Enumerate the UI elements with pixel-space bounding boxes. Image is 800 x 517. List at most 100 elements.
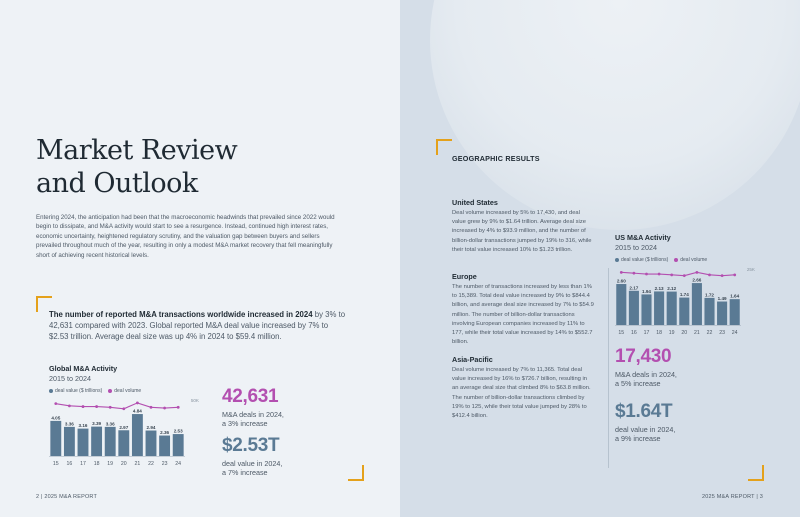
corner-accent-bottom-right bbox=[348, 465, 364, 481]
chart-bar bbox=[691, 283, 702, 325]
x-tick-label: 20 bbox=[121, 461, 127, 467]
chart-bar bbox=[616, 284, 627, 325]
chart-bar bbox=[729, 299, 740, 325]
bar-value-label: 3.39 bbox=[92, 421, 101, 426]
us-stat-deals-value: 17,430 bbox=[615, 346, 672, 367]
title-line-2: and Outlook bbox=[36, 168, 198, 199]
legend-dot-value bbox=[49, 388, 53, 393]
region-name: Europe bbox=[452, 272, 477, 281]
x-tick-label: 20 bbox=[681, 330, 687, 336]
bar-value-label: 2.97 bbox=[119, 425, 128, 430]
volume-point bbox=[122, 407, 126, 411]
us-stat-deals: 17,430 M&A deals in 2024, a 5% increase bbox=[615, 346, 677, 388]
legend-label-value: deal value ($ trillions) bbox=[55, 388, 103, 394]
x-tick-label: 23 bbox=[719, 330, 725, 336]
region-name: Asia-Pacific bbox=[452, 355, 493, 364]
chart-legend: deal value ($ trillions) deal volume bbox=[49, 388, 199, 394]
chart-bar bbox=[91, 426, 103, 456]
chart-bar bbox=[704, 297, 715, 325]
volume-point bbox=[68, 404, 71, 408]
stat-value-label: deal value in 2024, a 7% increase bbox=[222, 459, 283, 477]
left-page: Market Review and Outlook Entering 2024,… bbox=[0, 0, 400, 517]
region-united-states: United States Deal volume increased by 5… bbox=[452, 198, 594, 255]
x-tick-label: 22 bbox=[707, 330, 713, 336]
region-name: United States bbox=[452, 198, 498, 207]
chart-bar bbox=[172, 434, 184, 456]
region-europe: Europe The number of transactions increa… bbox=[452, 272, 594, 347]
highlight-bold: The number of reported M&A transactions … bbox=[49, 310, 313, 319]
footer-right: 2025 M&A REPORT | 3 bbox=[702, 494, 763, 500]
volume-point bbox=[670, 273, 674, 277]
chart-bar bbox=[118, 430, 130, 456]
stat-value: $2.53T deal value in 2024, a 7% increase bbox=[222, 435, 282, 477]
bar-value-label: 2.94 bbox=[147, 425, 156, 430]
us-chart-svg: 2.60 15 2.17 16 1.94 17 2.13 18 2.12 19 1.74 20 2.66… bbox=[615, 267, 756, 336]
volume-line bbox=[621, 271, 735, 277]
volume-point bbox=[632, 271, 636, 275]
chart-bar bbox=[63, 426, 75, 456]
x-tick-label: 19 bbox=[107, 461, 113, 467]
right-axis-label: 50K bbox=[191, 398, 199, 403]
bar-value-label: 2.66 bbox=[692, 278, 701, 283]
bar-value-label: 2.36 bbox=[160, 430, 169, 435]
chart-bar bbox=[145, 430, 157, 456]
x-tick-label: 16 bbox=[67, 461, 73, 467]
x-tick-label: 21 bbox=[135, 461, 141, 467]
chart-subtitle: 2015 to 2024 bbox=[615, 243, 657, 252]
bar-value-label: 2.60 bbox=[617, 279, 626, 284]
global-chart-svg: 4.05 15 3.36 16 3.16 17 3.39 18 3.36 19 2.97 20 4.84… bbox=[49, 398, 200, 467]
chart-bar bbox=[77, 428, 89, 456]
chart-title: Global M&A Activity bbox=[49, 364, 118, 373]
volume-line bbox=[55, 402, 179, 410]
chart-bar bbox=[654, 291, 665, 325]
x-tick-label: 16 bbox=[631, 330, 637, 336]
chart-subtitle: 2015 to 2024 bbox=[49, 374, 91, 383]
bar-value-label: 1.74 bbox=[680, 292, 689, 297]
stat-deals-value: 42,631 bbox=[222, 386, 279, 407]
bar-value-label: 4.05 bbox=[51, 415, 60, 420]
volume-point bbox=[645, 272, 648, 276]
page-title: Market Review and Outlook bbox=[36, 134, 238, 200]
volume-point bbox=[695, 270, 699, 274]
bar-value-label: 4.84 bbox=[133, 409, 142, 414]
title-line-1: Market Review bbox=[36, 135, 238, 166]
volume-point bbox=[619, 270, 623, 274]
chart-legend: deal value ($ trillions) deal volume bbox=[615, 257, 755, 263]
us-stat-value: $1.64T deal value in 2024, a 9% increase bbox=[615, 401, 675, 443]
bar-value-label: 3.36 bbox=[65, 421, 74, 426]
x-tick-label: 15 bbox=[618, 330, 624, 336]
bar-value-label: 1.64 bbox=[730, 294, 739, 299]
chart-bar bbox=[104, 426, 116, 456]
chart-title: US M&A Activity bbox=[615, 233, 671, 242]
legend-label-volume: deal volume bbox=[114, 388, 142, 394]
global-chart: Global M&A Activity 2015 to 2024 deal va… bbox=[49, 364, 200, 475]
region-text: Deal volume increased by 5% to 17,430, a… bbox=[452, 210, 592, 253]
bar-value-label: 1.72 bbox=[705, 292, 714, 297]
legend-label-value: deal value ($ trillions) bbox=[621, 257, 669, 263]
x-tick-label: 23 bbox=[162, 461, 168, 467]
volume-point bbox=[708, 273, 711, 277]
highlight-paragraph: The number of reported M&A transactions … bbox=[49, 309, 349, 342]
geographic-heading: GEOGRAPHIC RESULTS bbox=[452, 154, 540, 163]
bar-value-label: 2.53 bbox=[174, 429, 183, 434]
x-tick-label: 24 bbox=[732, 330, 738, 336]
us-stat-deals-label: M&A deals in 2024, a 5% increase bbox=[615, 370, 677, 388]
legend-item-value: deal value ($ trillions) bbox=[615, 257, 668, 263]
bar-value-label: 2.13 bbox=[655, 286, 664, 291]
legend-item-value: deal value ($ trillions) bbox=[49, 388, 102, 394]
volume-point bbox=[733, 273, 737, 277]
globe-illustration bbox=[430, 0, 800, 230]
volume-point bbox=[149, 405, 153, 409]
stat-deals: 42,631 M&A deals in 2024, a 3% increase bbox=[222, 386, 284, 428]
bar-value-label: 2.17 bbox=[629, 285, 638, 290]
intro-paragraph: Entering 2024, the anticipation had been… bbox=[36, 214, 335, 259]
legend-label-volume: deal volume bbox=[680, 257, 708, 263]
footer-left: 2 | 2025 M&A REPORT bbox=[36, 494, 98, 500]
x-tick-label: 18 bbox=[656, 330, 662, 336]
volume-point bbox=[108, 405, 112, 409]
corner-accent-bottom-right-2 bbox=[748, 465, 764, 481]
x-tick-label: 19 bbox=[669, 330, 675, 336]
region-text: Deal volume increased by 7% to 11,365. T… bbox=[452, 367, 591, 420]
volume-point bbox=[657, 272, 661, 276]
